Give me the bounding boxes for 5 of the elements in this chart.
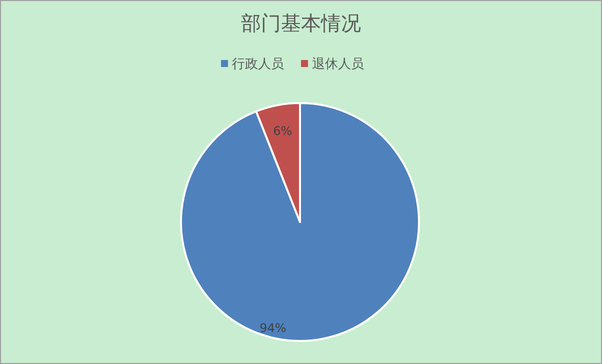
- legend-label: 退休人员: [312, 57, 364, 72]
- legend-label: 行政人员: [232, 57, 284, 72]
- data-label: 94%: [260, 321, 286, 336]
- data-label: 6%: [273, 124, 292, 138]
- chart-title: 部门基本情况: [241, 11, 361, 35]
